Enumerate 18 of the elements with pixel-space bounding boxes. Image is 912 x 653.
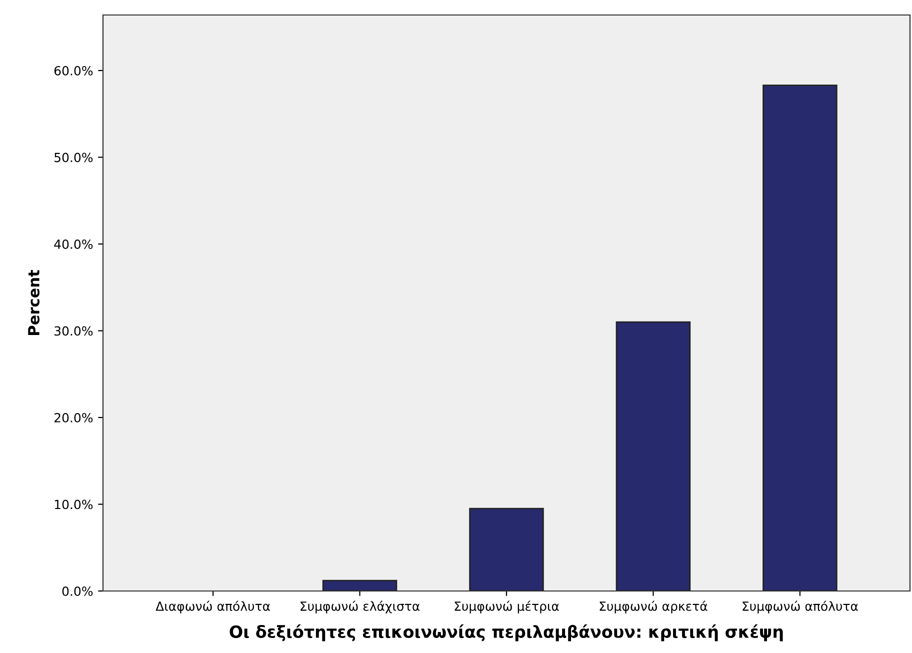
y-tick-label: 20.0% (54, 412, 93, 422)
bar (762, 84, 838, 591)
y-axis-title: Percent (28, 270, 40, 335)
bar (469, 508, 544, 591)
x-axis-title: Οι δεξιότητες επικοινωνίας περιλαμβάνουν: κριτική σκέψη (230, 624, 783, 642)
y-tick-label: 10.0% (54, 500, 93, 510)
x-tick-label: Συμφωνώ αρκετά (600, 600, 708, 614)
y-tick-label: 60.0% (54, 66, 93, 76)
x-tick-label: Συμφωνώ ελάχιστα (300, 600, 420, 614)
x-tick-label: Συμφωνώ απόλυτα (742, 600, 858, 614)
y-tick-label: 50.0% (54, 152, 93, 162)
bar (616, 321, 691, 591)
y-tick-label: 0.0% (62, 586, 93, 596)
bar (322, 580, 398, 591)
y-tick-label: 30.0% (54, 326, 93, 336)
x-tick-label: Συμφωνώ μέτρια (454, 600, 559, 614)
y-tick-label: 40.0% (54, 239, 93, 249)
x-tick-label: Διαφωνώ απόλυτα (156, 600, 270, 614)
